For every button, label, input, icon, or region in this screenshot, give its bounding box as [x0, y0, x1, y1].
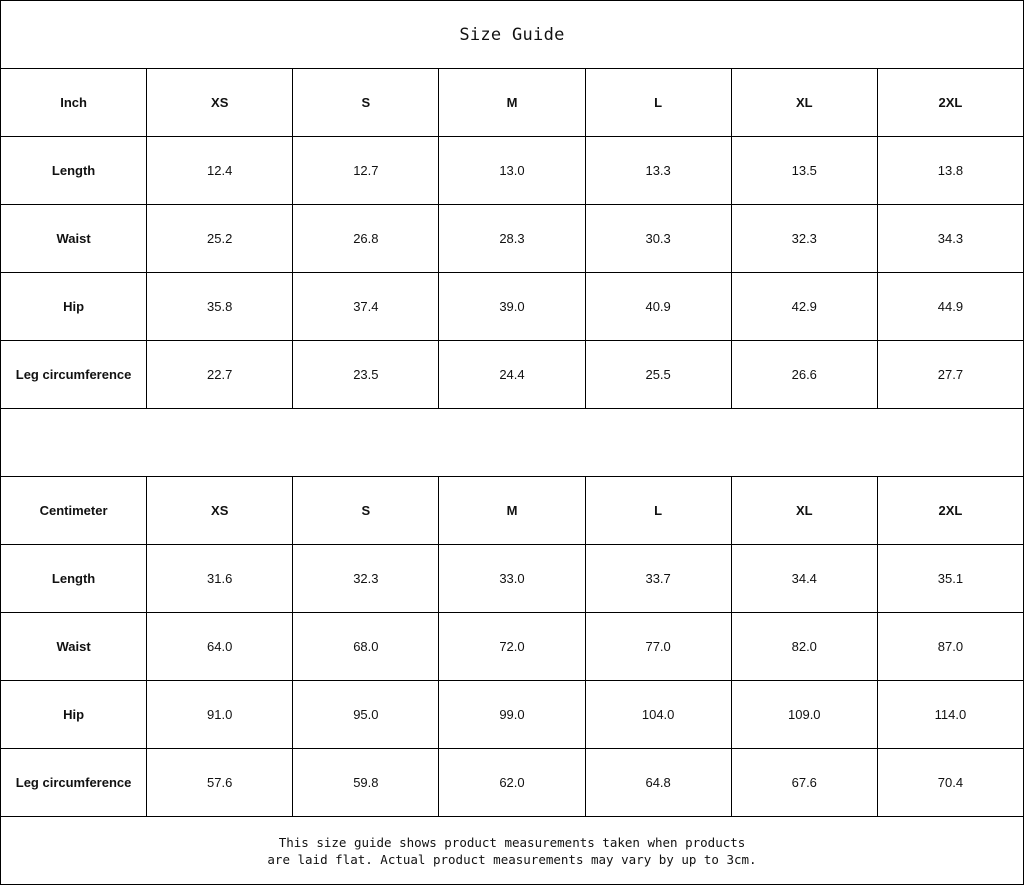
measurement-value: 64.0 — [146, 612, 294, 681]
measurement-label: Leg circumference — [0, 748, 148, 817]
measurement-value: 30.3 — [584, 204, 732, 273]
size-header: M — [438, 476, 586, 545]
footnote-line: This size guide shows product measuremen… — [278, 834, 746, 850]
page-title: Size Guide — [0, 0, 1024, 69]
measurement-value: 33.7 — [584, 544, 732, 613]
measurement-value: 34.4 — [730, 544, 878, 613]
measurement-label: Hip — [0, 680, 148, 749]
spacer-row — [0, 408, 1024, 477]
measurement-value: 13.5 — [730, 136, 878, 205]
measurement-value: 12.4 — [146, 136, 294, 205]
size-header: 2XL — [876, 476, 1024, 545]
size-header: M — [438, 68, 586, 137]
size-header: L — [584, 476, 732, 545]
measurement-value: 32.3 — [292, 544, 440, 613]
table-row: Waist 64.0 68.0 72.0 77.0 82.0 87.0 — [0, 612, 1024, 681]
measurement-value: 13.3 — [584, 136, 732, 205]
measurement-value: 70.4 — [876, 748, 1024, 817]
measurement-value: 39.0 — [438, 272, 586, 341]
measurement-value: 57.6 — [146, 748, 294, 817]
measurement-value: 24.4 — [438, 340, 586, 409]
measurement-value: 40.9 — [584, 272, 732, 341]
measurement-value: 27.7 — [876, 340, 1024, 409]
measurement-value: 109.0 — [730, 680, 878, 749]
table-row: Hip 91.0 95.0 99.0 104.0 109.0 114.0 — [0, 680, 1024, 749]
inch-header-row: Inch XS S M L XL 2XL — [0, 68, 1024, 137]
measurement-value: 59.8 — [292, 748, 440, 817]
measurement-label: Waist — [0, 204, 148, 273]
table-row: Length 12.4 12.7 13.0 13.3 13.5 13.8 — [0, 136, 1024, 205]
size-header: XL — [730, 68, 878, 137]
measurement-value: 32.3 — [730, 204, 878, 273]
measurement-value: 72.0 — [438, 612, 586, 681]
measurement-value: 34.3 — [876, 204, 1024, 273]
size-header: 2XL — [876, 68, 1024, 137]
title-row: Size Guide — [0, 0, 1024, 69]
table-row: Leg circumference 57.6 59.8 62.0 64.8 67.6 70.… — [0, 748, 1024, 817]
measurement-value: 26.8 — [292, 204, 440, 273]
measurement-label: Length — [0, 136, 148, 205]
measurement-value: 35.1 — [876, 544, 1024, 613]
measurement-value: 26.6 — [730, 340, 878, 409]
measurement-value: 37.4 — [292, 272, 440, 341]
measurement-value: 31.6 — [146, 544, 294, 613]
centimeter-header-row: Centimeter XS S M L XL 2XL — [0, 476, 1024, 545]
measurement-value: 13.8 — [876, 136, 1024, 205]
unit-label: Inch — [0, 68, 148, 137]
measurement-value: 33.0 — [438, 544, 586, 613]
table-row: Leg circumference 22.7 23.5 24.4 25.5 26.6 27.… — [0, 340, 1024, 409]
footnote-line: are laid flat. Actual product measuremen… — [267, 851, 757, 867]
table-row: Hip 35.8 37.4 39.0 40.9 42.9 44.9 — [0, 272, 1024, 341]
footnote: This size guide shows product measuremen… — [0, 816, 1024, 885]
measurement-value: 22.7 — [146, 340, 294, 409]
unit-label: Centimeter — [0, 476, 148, 545]
spacer-cell — [0, 408, 1024, 477]
table-row: Length 31.6 32.3 33.0 33.7 34.4 35.1 — [0, 544, 1024, 613]
size-header: XS — [146, 476, 294, 545]
note-row: This size guide shows product measuremen… — [0, 816, 1024, 885]
measurement-value: 77.0 — [584, 612, 732, 681]
size-header: XL — [730, 476, 878, 545]
measurement-label: Length — [0, 544, 148, 613]
size-header: XS — [146, 68, 294, 137]
size-header: S — [292, 68, 440, 137]
measurement-value: 95.0 — [292, 680, 440, 749]
measurement-value: 104.0 — [584, 680, 732, 749]
measurement-value: 62.0 — [438, 748, 586, 817]
measurement-value: 23.5 — [292, 340, 440, 409]
measurement-value: 25.5 — [584, 340, 732, 409]
measurement-value: 25.2 — [146, 204, 294, 273]
size-header: S — [292, 476, 440, 545]
measurement-value: 35.8 — [146, 272, 294, 341]
measurement-value: 82.0 — [730, 612, 878, 681]
measurement-value: 28.3 — [438, 204, 586, 273]
measurement-value: 64.8 — [584, 748, 732, 817]
size-header: L — [584, 68, 732, 137]
measurement-value: 87.0 — [876, 612, 1024, 681]
measurement-value: 68.0 — [292, 612, 440, 681]
measurement-label: Hip — [0, 272, 148, 341]
measurement-value: 42.9 — [730, 272, 878, 341]
measurement-label: Waist — [0, 612, 148, 681]
measurement-value: 114.0 — [876, 680, 1024, 749]
measurement-value: 67.6 — [730, 748, 878, 817]
measurement-value: 44.9 — [876, 272, 1024, 341]
table-row: Waist 25.2 26.8 28.3 30.3 32.3 34.3 — [0, 204, 1024, 273]
measurement-value: 13.0 — [438, 136, 586, 205]
measurement-value: 91.0 — [146, 680, 294, 749]
measurement-value: 12.7 — [292, 136, 440, 205]
measurement-label: Leg circumference — [0, 340, 148, 409]
measurement-value: 99.0 — [438, 680, 586, 749]
